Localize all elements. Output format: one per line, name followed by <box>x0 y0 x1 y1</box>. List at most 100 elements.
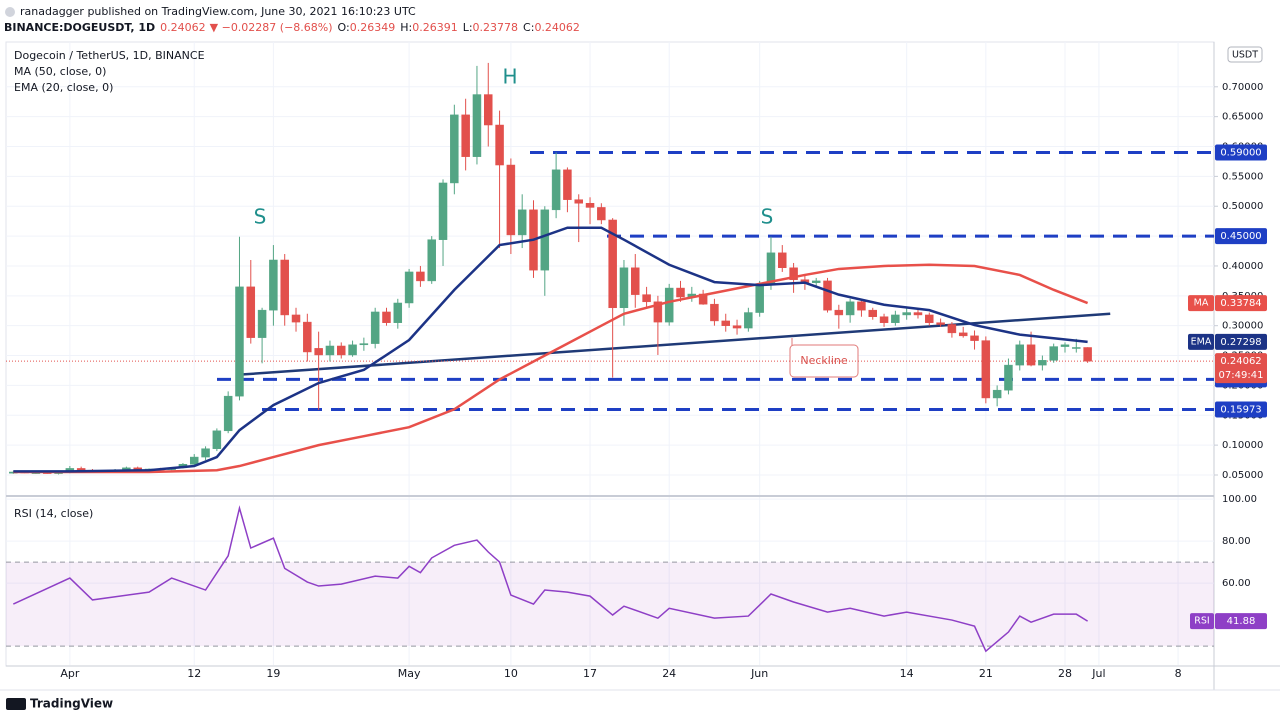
neckline <box>239 312 1111 376</box>
avatar-icon <box>5 7 15 17</box>
candle-body <box>1049 346 1058 361</box>
logo-icon <box>6 698 26 710</box>
byline: ranadagger published on TradingView.com,… <box>20 5 416 18</box>
y-tick-label: 60.00 <box>1222 578 1251 589</box>
candle-body <box>461 114 470 157</box>
candle-body <box>303 321 312 353</box>
y-tick-label: 0.70000 <box>1222 82 1263 93</box>
candle-body <box>472 94 482 157</box>
candle-body <box>902 312 911 316</box>
y-tick-label: 100.00 <box>1222 494 1257 505</box>
x-tick-label: 28 <box>1058 667 1072 680</box>
x-tick-label: 21 <box>979 667 993 680</box>
candle-body <box>1015 344 1025 366</box>
candle-body <box>246 286 256 338</box>
candle-body <box>811 280 821 283</box>
candle-body <box>970 335 979 341</box>
candle-body <box>834 309 844 316</box>
x-tick-label: 10 <box>504 667 518 680</box>
candle-body <box>789 267 798 280</box>
ohlc-value: 0.26391 <box>412 21 458 34</box>
ohlc-label: C: <box>523 21 534 34</box>
candle-body <box>1026 344 1036 366</box>
y-tick-label: 0.55000 <box>1222 171 1263 182</box>
level-tag <box>1215 144 1267 161</box>
symbol: BINANCE:DOGEUSDT, 1D <box>4 21 155 34</box>
candle-body <box>76 468 86 471</box>
candle-body <box>348 344 357 356</box>
candle-body <box>370 311 380 344</box>
last-price: 0.24062 <box>160 21 206 34</box>
candle-body <box>925 314 934 323</box>
candle-body <box>506 164 516 236</box>
y-tick-label: 0.65000 <box>1222 112 1263 123</box>
series-name-tag <box>1188 333 1214 350</box>
series-name: MA <box>1194 298 1209 309</box>
ohlc-label: H: <box>400 21 412 34</box>
candle-body <box>608 219 617 309</box>
countdown: 07:49:41 <box>1219 370 1264 381</box>
chart-title: Dogecoin / TetherUS, 1D, BINANCE <box>14 49 205 62</box>
candle-body <box>823 280 832 311</box>
candle-body <box>551 169 561 211</box>
level-tag-label: 0.15973 <box>1220 404 1261 415</box>
ohlc-value: 0.26349 <box>350 21 396 34</box>
brand-logo: TradingView <box>6 697 113 711</box>
pattern-label: H <box>502 65 517 89</box>
neckline-label: Neckline <box>800 354 847 367</box>
candle-body <box>280 259 289 316</box>
ohlc-value: 0.24062 <box>534 21 580 34</box>
rsi-value-tag <box>1215 613 1267 630</box>
candle-body <box>631 267 640 295</box>
candle-body <box>1038 360 1047 366</box>
legend-entry: MA (50, close, 0) <box>14 65 106 78</box>
x-tick-label: 14 <box>900 667 914 680</box>
rsi-band <box>6 562 1214 647</box>
x-tick-label: 12 <box>187 667 201 680</box>
x-tick-label: 8 <box>1175 667 1182 680</box>
candle-body <box>189 456 199 465</box>
candle-body <box>755 284 764 313</box>
last-price-label: 0.24062 <box>1220 356 1261 367</box>
candle-body <box>382 311 391 323</box>
candle-body <box>201 448 210 458</box>
indicator-line <box>13 226 1088 473</box>
candle-body <box>936 322 945 325</box>
y-tick-label: 0.40000 <box>1222 261 1263 272</box>
currency-box <box>1227 46 1263 63</box>
ohlc-label: O: <box>338 21 350 34</box>
candle-body <box>257 309 267 338</box>
candle-body <box>585 203 595 208</box>
series-name-tag <box>1188 295 1214 312</box>
candle-body <box>495 124 504 166</box>
candle-body <box>879 316 889 323</box>
candle-body <box>1083 347 1092 362</box>
series-name: EMA <box>1191 336 1212 347</box>
y-tick-label: 0.10000 <box>1222 440 1263 451</box>
candle-body <box>744 312 753 329</box>
y-tick-label: 0.05000 <box>1222 470 1263 481</box>
candle-body <box>517 209 527 236</box>
series-value: 0.27298 <box>1220 337 1261 348</box>
y-tick-label: 0.50000 <box>1222 201 1263 212</box>
candle-body <box>438 182 448 240</box>
symbol-line: BINANCE:DOGEUSDT, 1D 0.24062 ▼ −0.02287 (−… <box>4 21 580 34</box>
candle-body <box>574 199 583 204</box>
candle-body <box>857 301 866 311</box>
candle-body <box>597 207 606 221</box>
candle-body <box>913 312 923 316</box>
candle-body <box>314 348 323 356</box>
candle-body <box>947 324 957 334</box>
candle-body <box>619 267 629 309</box>
y-tick-label: 0.30000 <box>1222 321 1263 332</box>
level-tag <box>1215 228 1267 245</box>
rsi-name: RSI <box>1194 616 1209 627</box>
x-tick-label: Apr <box>60 667 80 680</box>
x-tick-label: Jul <box>1091 667 1105 680</box>
level-tag-label: 0.45000 <box>1220 231 1261 242</box>
indicator-line <box>13 263 1089 474</box>
candle-body <box>404 271 414 304</box>
candle-body <box>223 395 233 432</box>
